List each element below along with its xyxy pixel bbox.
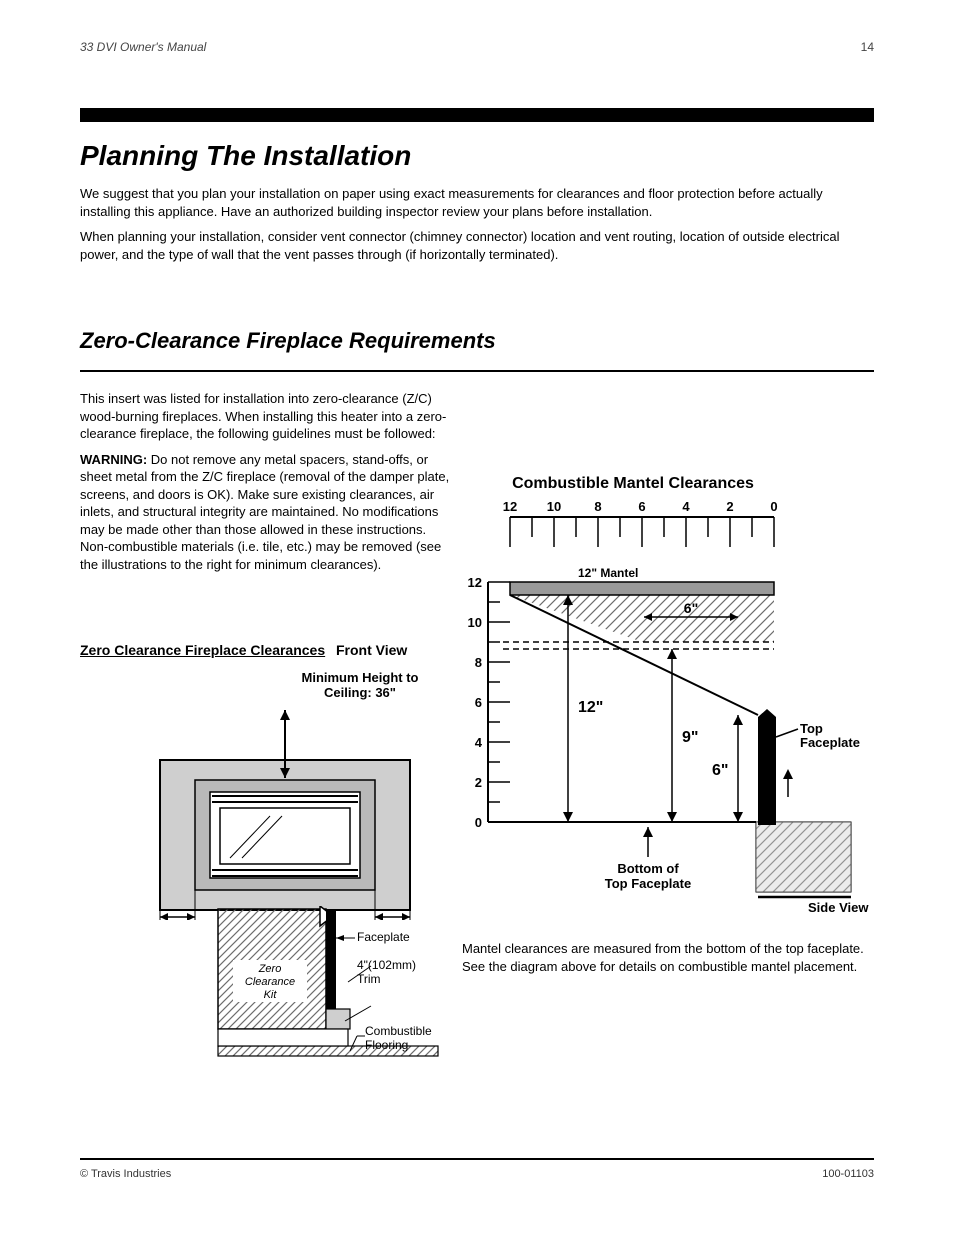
zc-warning-label: WARNING: — [80, 452, 147, 467]
svg-text:8: 8 — [594, 499, 601, 514]
trim-faceplate-label: Faceplate — [357, 930, 410, 944]
svg-text:9": 9" — [682, 729, 698, 746]
svg-text:2: 2 — [475, 775, 482, 790]
svg-text:Top Faceplate: Top Faceplate — [605, 876, 691, 891]
mantel-svg: 12 10 8 6 4 2 0 — [458, 497, 878, 927]
trim-detail-diagram: Zero Clearance Kit Faceplate 4"(102mm) T… — [215, 906, 440, 1071]
trim-flooring-label: Combustible Flooring — [365, 1024, 432, 1052]
svg-text:Kit: Kit — [264, 989, 278, 1001]
section-title-main: Planning The Installation — [80, 140, 411, 172]
svg-text:12": 12" — [578, 699, 603, 716]
svg-text:Bottom of: Bottom of — [617, 861, 679, 876]
svg-text:4: 4 — [475, 735, 483, 750]
zc-warning: WARNING: Do not remove any metal spacers… — [80, 451, 452, 574]
trim-dim-label: 4"(102mm) Trim — [357, 958, 416, 986]
svg-text:0: 0 — [475, 815, 482, 830]
zc-paragraph: This insert was listed for installation … — [80, 390, 452, 443]
header-doc-title: 33 DVI Owner's Manual — [80, 40, 206, 54]
front-view-svg: 9" 9" — [150, 710, 420, 920]
svg-text:Side View: Side View — [808, 900, 869, 915]
mantel-title: Combustible Mantel Clearances — [483, 475, 783, 493]
svg-text:6: 6 — [475, 695, 482, 710]
svg-text:10: 10 — [547, 499, 561, 514]
svg-text:6: 6 — [638, 499, 645, 514]
svg-text:Zero: Zero — [258, 963, 282, 975]
zc-text-block: This insert was listed for installation … — [80, 390, 452, 581]
intro-paragraph-1: We suggest that you plan your installati… — [80, 185, 874, 220]
header-page-number: 14 — [861, 40, 874, 54]
svg-text:10: 10 — [468, 615, 482, 630]
svg-text:2: 2 — [726, 499, 733, 514]
page-root: 33 DVI Owner's Manual 14 Planning The In… — [0, 0, 954, 1235]
zc-heading: Zero Clearance Fireplace Clearances — [80, 642, 325, 658]
svg-text:12: 12 — [503, 499, 517, 514]
zc-warning-text: Do not remove any metal spacers, stand-o… — [80, 452, 449, 572]
footer-right: 100-01103 — [822, 1168, 874, 1180]
svg-text:6": 6" — [684, 600, 698, 616]
svg-text:0: 0 — [770, 499, 777, 514]
svg-text:Top: Top — [800, 721, 823, 736]
svg-text:12" Mantel: 12" Mantel — [578, 566, 638, 580]
mantel-note: Mantel clearances are measured from the … — [462, 940, 872, 975]
front-view-diagram: Minimum Height to Ceiling: 36" — [150, 660, 420, 920]
svg-text:4: 4 — [682, 499, 690, 514]
intro-text: We suggest that you plan your installati… — [80, 185, 874, 271]
zc-front-view-label: Front View — [336, 642, 407, 658]
top-rule — [80, 108, 874, 122]
svg-text:Clearance: Clearance — [245, 976, 295, 988]
svg-text:6": 6" — [712, 762, 728, 779]
svg-text:12: 12 — [468, 575, 482, 590]
min-height-label: Minimum Height to Ceiling: 36" — [280, 670, 440, 700]
footer-rule — [80, 1158, 874, 1160]
section-subtitle: Zero-Clearance Fireplace Requirements — [80, 328, 496, 354]
svg-text:Faceplate: Faceplate — [800, 735, 860, 750]
intro-paragraph-2: When planning your installation, conside… — [80, 228, 874, 263]
svg-text:8: 8 — [475, 655, 482, 670]
mantel-clearance-diagram: Combustible Mantel Clearances 12 10 8 6 … — [458, 475, 878, 925]
mid-rule — [80, 370, 874, 372]
footer-left: © Travis Industries — [80, 1168, 171, 1180]
